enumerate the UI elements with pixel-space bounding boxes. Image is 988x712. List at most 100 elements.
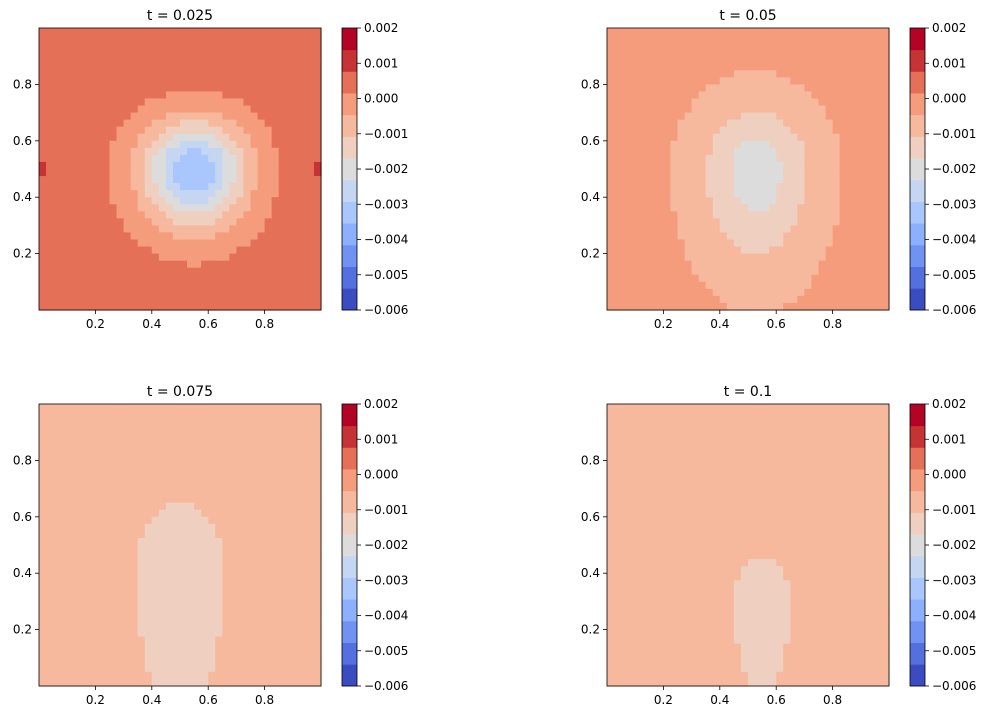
contour-cell bbox=[712, 295, 721, 304]
x-tick-label: 0.6 bbox=[767, 317, 786, 331]
contour-cell bbox=[839, 70, 848, 78]
contour-cell bbox=[144, 42, 153, 50]
contour-cell bbox=[663, 225, 672, 234]
contour-cell bbox=[264, 678, 273, 687]
contour-cell bbox=[243, 211, 252, 219]
contour-cell bbox=[663, 197, 672, 205]
contour-cell bbox=[783, 288, 791, 297]
contour-cell bbox=[215, 488, 223, 497]
contour-cell bbox=[81, 154, 89, 163]
contour-cell bbox=[299, 295, 308, 304]
contour-cell bbox=[243, 502, 252, 511]
contour-cell bbox=[158, 133, 167, 142]
contour-cell bbox=[740, 190, 749, 198]
contour-cell bbox=[607, 147, 615, 156]
contour-cell bbox=[81, 161, 89, 170]
contour-cell bbox=[109, 218, 118, 226]
contour-cell bbox=[860, 232, 869, 241]
contour-cell bbox=[95, 488, 104, 497]
contour-cell bbox=[130, 657, 139, 666]
contour-cell bbox=[299, 84, 308, 93]
contour-cell bbox=[102, 545, 111, 553]
contour-cell bbox=[614, 63, 622, 71]
contour-cell bbox=[123, 530, 132, 539]
contour-cell bbox=[180, 601, 188, 610]
x-tick-label: 0.6 bbox=[199, 693, 218, 707]
contour-cell bbox=[740, 239, 749, 248]
contour-cell bbox=[867, 183, 876, 191]
contour-cell bbox=[853, 119, 862, 128]
contour-cell bbox=[832, 84, 841, 93]
contour-cell bbox=[222, 488, 230, 497]
contour-cell bbox=[663, 302, 672, 311]
contour-cell bbox=[215, 622, 223, 631]
contour-cell bbox=[705, 281, 714, 290]
contour-cell bbox=[250, 140, 259, 149]
contour-cell bbox=[278, 225, 287, 234]
contour-cell bbox=[215, 133, 223, 142]
contour-cell bbox=[257, 509, 266, 518]
contour-cell bbox=[797, 161, 805, 170]
contour-cell bbox=[264, 552, 273, 560]
contour-cell bbox=[74, 211, 82, 219]
contour-cell bbox=[635, 63, 643, 71]
contour-cell bbox=[208, 622, 216, 631]
contour-cell bbox=[832, 154, 841, 163]
contour-cell bbox=[250, 133, 259, 142]
contour-cell bbox=[776, 183, 784, 191]
contour-cell bbox=[292, 56, 301, 64]
contour-cell bbox=[165, 439, 174, 447]
contour-cell bbox=[215, 573, 223, 581]
y-tick-label: 0.2 bbox=[581, 247, 600, 261]
contour-cell bbox=[278, 190, 287, 198]
contour-cell bbox=[264, 49, 273, 57]
contour-cell bbox=[60, 601, 68, 610]
contour-cell bbox=[607, 197, 615, 205]
contour-cell bbox=[250, 246, 259, 255]
contour-cell bbox=[144, 63, 153, 71]
contour-cell bbox=[165, 274, 174, 283]
contour-cell bbox=[137, 671, 146, 680]
contour-cell bbox=[95, 176, 104, 184]
contour-cell bbox=[144, 253, 153, 262]
contour-cell bbox=[740, 63, 749, 71]
contour-cell bbox=[109, 84, 118, 93]
contour-cell bbox=[818, 140, 827, 149]
contour-cell bbox=[649, 183, 657, 191]
contour-cell bbox=[180, 35, 188, 43]
contour-cell bbox=[264, 516, 273, 525]
contour-cell bbox=[130, 246, 139, 255]
contour-cell bbox=[165, 140, 174, 149]
contour-cell bbox=[229, 404, 237, 412]
contour-cell bbox=[187, 425, 195, 433]
contour-cell bbox=[208, 154, 216, 163]
contour-cell bbox=[46, 225, 54, 234]
contour-cell bbox=[46, 211, 54, 219]
contour-cell bbox=[867, 105, 876, 114]
contour-cell bbox=[215, 650, 223, 659]
contour-cell bbox=[67, 537, 75, 546]
contour-cell bbox=[846, 49, 855, 57]
contour-cell bbox=[39, 636, 47, 645]
contour-cell bbox=[853, 190, 862, 198]
contour-cell bbox=[208, 467, 216, 476]
contour-cell bbox=[748, 133, 756, 142]
contour-cell bbox=[313, 411, 322, 419]
colorbar-segment bbox=[342, 447, 357, 470]
contour-cell bbox=[60, 253, 68, 262]
contour-cell bbox=[144, 84, 153, 93]
contour-cell bbox=[264, 28, 273, 36]
contour-cell bbox=[839, 56, 848, 64]
contour-cell bbox=[165, 133, 174, 142]
contour-cell bbox=[46, 537, 54, 546]
contour-cell bbox=[67, 281, 75, 290]
contour-cell bbox=[236, 105, 245, 114]
contour-cell bbox=[264, 35, 273, 43]
contour-cell bbox=[705, 42, 714, 50]
contour-cell bbox=[109, 169, 118, 177]
contour-cell bbox=[306, 552, 315, 560]
contour-cell bbox=[187, 678, 195, 687]
contour-cell bbox=[614, 274, 622, 283]
contour-cell bbox=[292, 671, 301, 680]
contour-cell bbox=[53, 281, 61, 290]
